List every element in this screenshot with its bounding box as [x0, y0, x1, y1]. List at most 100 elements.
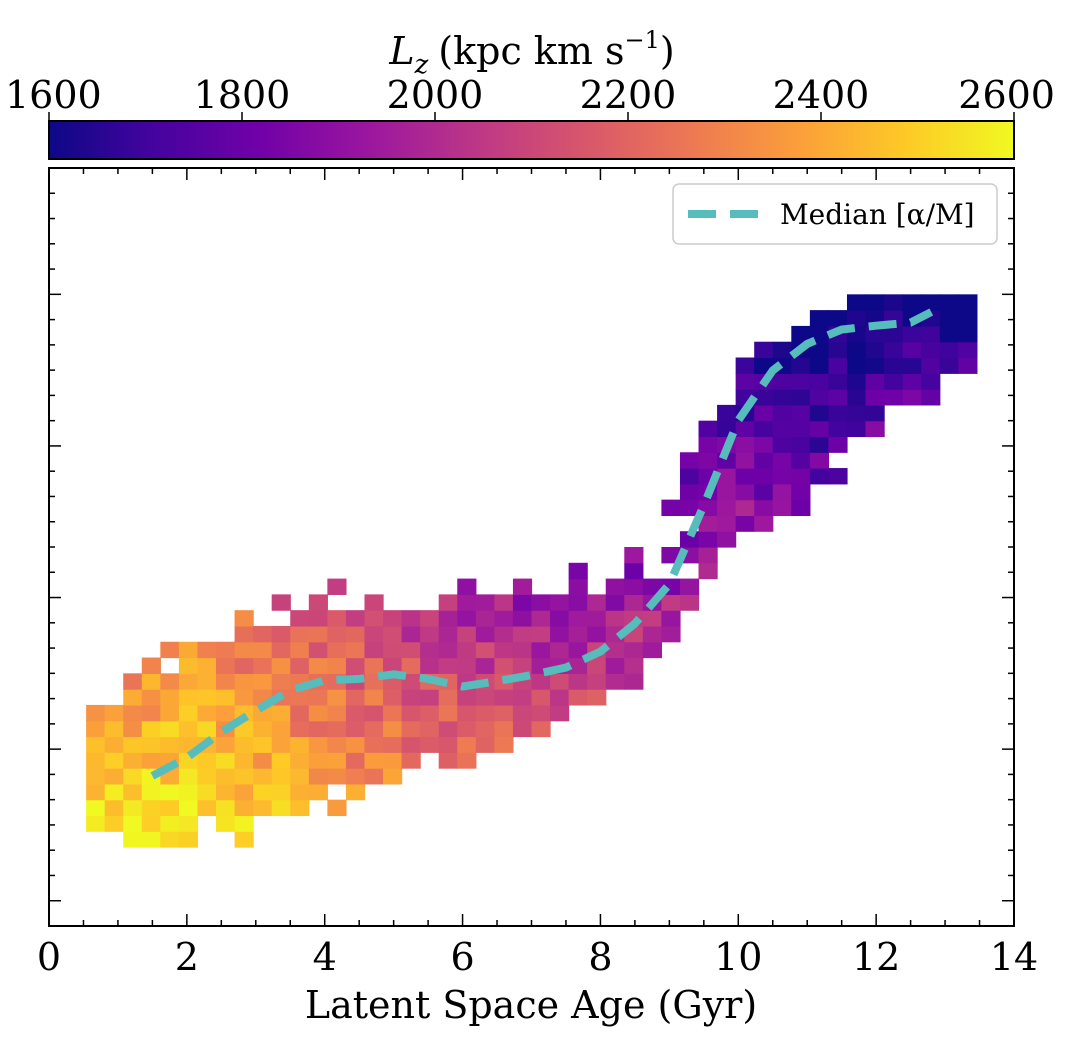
heatmap-cell	[457, 689, 477, 706]
heatmap-cell	[958, 325, 978, 343]
heatmap-cell	[123, 768, 143, 785]
heatmap-cell	[216, 704, 236, 722]
heatmap-cell	[698, 562, 718, 580]
heatmap-cell	[735, 420, 755, 438]
heatmap-cell	[921, 373, 941, 390]
heatmap-cell	[939, 357, 959, 374]
heatmap-cell	[197, 704, 217, 722]
heatmap-cell	[921, 389, 941, 406]
heatmap-cell	[457, 657, 477, 674]
heatmap-cell	[809, 452, 830, 469]
heatmap-cell	[791, 373, 811, 390]
heatmap-cell	[253, 736, 273, 753]
heatmap-cell	[698, 452, 718, 469]
heatmap-cell	[327, 704, 347, 722]
heatmap-cell	[383, 752, 403, 769]
heatmap-cell	[698, 515, 718, 532]
heatmap-cell	[253, 783, 273, 801]
heatmap-cell	[828, 404, 848, 422]
heatmap-cell	[550, 689, 570, 706]
heatmap-cell	[921, 294, 941, 311]
heatmap-cell	[271, 657, 291, 674]
heatmap-cell	[531, 594, 551, 611]
heatmap-cell	[345, 752, 366, 769]
heatmap-cell	[568, 657, 588, 674]
heatmap-cell	[234, 689, 254, 706]
median-alpha-line	[150, 308, 934, 780]
heatmap-cell	[846, 404, 867, 422]
heatmap-cell	[178, 657, 199, 674]
heatmap-cell	[178, 704, 199, 722]
heatmap-cell	[308, 783, 328, 801]
x-tick-label: 10	[714, 935, 762, 979]
heatmap-cell	[494, 689, 514, 706]
heatmap-cell	[104, 704, 124, 722]
heatmap-cell	[197, 673, 217, 690]
heatmap-cell	[104, 768, 124, 785]
heatmap-cell	[605, 657, 625, 674]
heatmap-cell	[160, 736, 180, 753]
heatmap-cell	[587, 625, 607, 643]
heatmap-cell	[475, 625, 495, 643]
heatmap-cell	[605, 578, 625, 595]
heatmap-cell	[791, 452, 811, 469]
heatmap-cell	[271, 673, 291, 690]
heatmap-cell	[160, 641, 180, 659]
heatmap-cell	[141, 704, 161, 722]
heatmap-cell	[253, 720, 273, 738]
heatmap-cell	[754, 420, 774, 438]
heatmap-cell	[587, 610, 607, 627]
heatmap-cell	[846, 420, 867, 438]
heatmap-cell	[160, 783, 180, 801]
heatmap-cell	[735, 483, 755, 501]
heatmap-cell	[401, 752, 421, 769]
heatmap-cell	[123, 783, 143, 801]
heatmap-cell	[364, 625, 384, 643]
heatmap-cell	[809, 310, 830, 327]
heatmap-cell	[327, 657, 347, 674]
heatmap-cell	[902, 341, 922, 359]
heatmap-cell	[735, 452, 755, 469]
heatmap-cell	[197, 720, 217, 738]
heatmap-cell	[568, 610, 588, 627]
heatmap-cell	[494, 641, 514, 659]
heatmap-cell	[438, 752, 458, 769]
heatmap-cell	[568, 641, 588, 659]
heatmap-cell	[104, 736, 124, 753]
heatmap-cell	[327, 641, 347, 659]
heatmap-cell	[642, 625, 663, 643]
heatmap-cell	[253, 768, 273, 785]
heatmap-cell	[754, 483, 774, 501]
heatmap-cell	[735, 436, 755, 453]
heatmap-cell	[679, 578, 700, 595]
heatmap-cell	[253, 673, 273, 690]
heatmap-cell	[141, 831, 161, 848]
heatmap-cell	[550, 704, 570, 722]
heatmap-cell	[717, 515, 737, 532]
heatmap-cell	[383, 704, 403, 722]
heatmap-cell	[717, 531, 737, 548]
heatmap-cell	[717, 483, 737, 501]
heatmap-cell	[327, 625, 347, 643]
heatmap-cell	[197, 768, 217, 785]
heatmap-cell	[345, 625, 366, 643]
heatmap-cell	[605, 610, 625, 627]
heatmap-cell	[290, 768, 310, 785]
heatmap-cell	[865, 404, 885, 422]
heatmap-cell	[679, 483, 700, 501]
heatmap-cell	[457, 720, 477, 738]
heatmap-cell	[401, 657, 421, 674]
heatmap-cell	[141, 673, 161, 690]
heatmap-cell	[661, 625, 681, 643]
heatmap-cell	[364, 720, 384, 738]
heatmap-cell	[735, 499, 755, 517]
heatmap-cell	[494, 720, 514, 738]
heatmap-cell	[216, 657, 236, 674]
heatmap-cell	[290, 783, 310, 801]
heatmap-cell	[809, 436, 830, 453]
heatmap-cell	[531, 625, 551, 643]
heatmap-cell	[216, 799, 236, 817]
heatmap-cell	[327, 768, 347, 785]
heatmap-cell	[809, 404, 830, 422]
heatmap-cell	[605, 594, 625, 611]
